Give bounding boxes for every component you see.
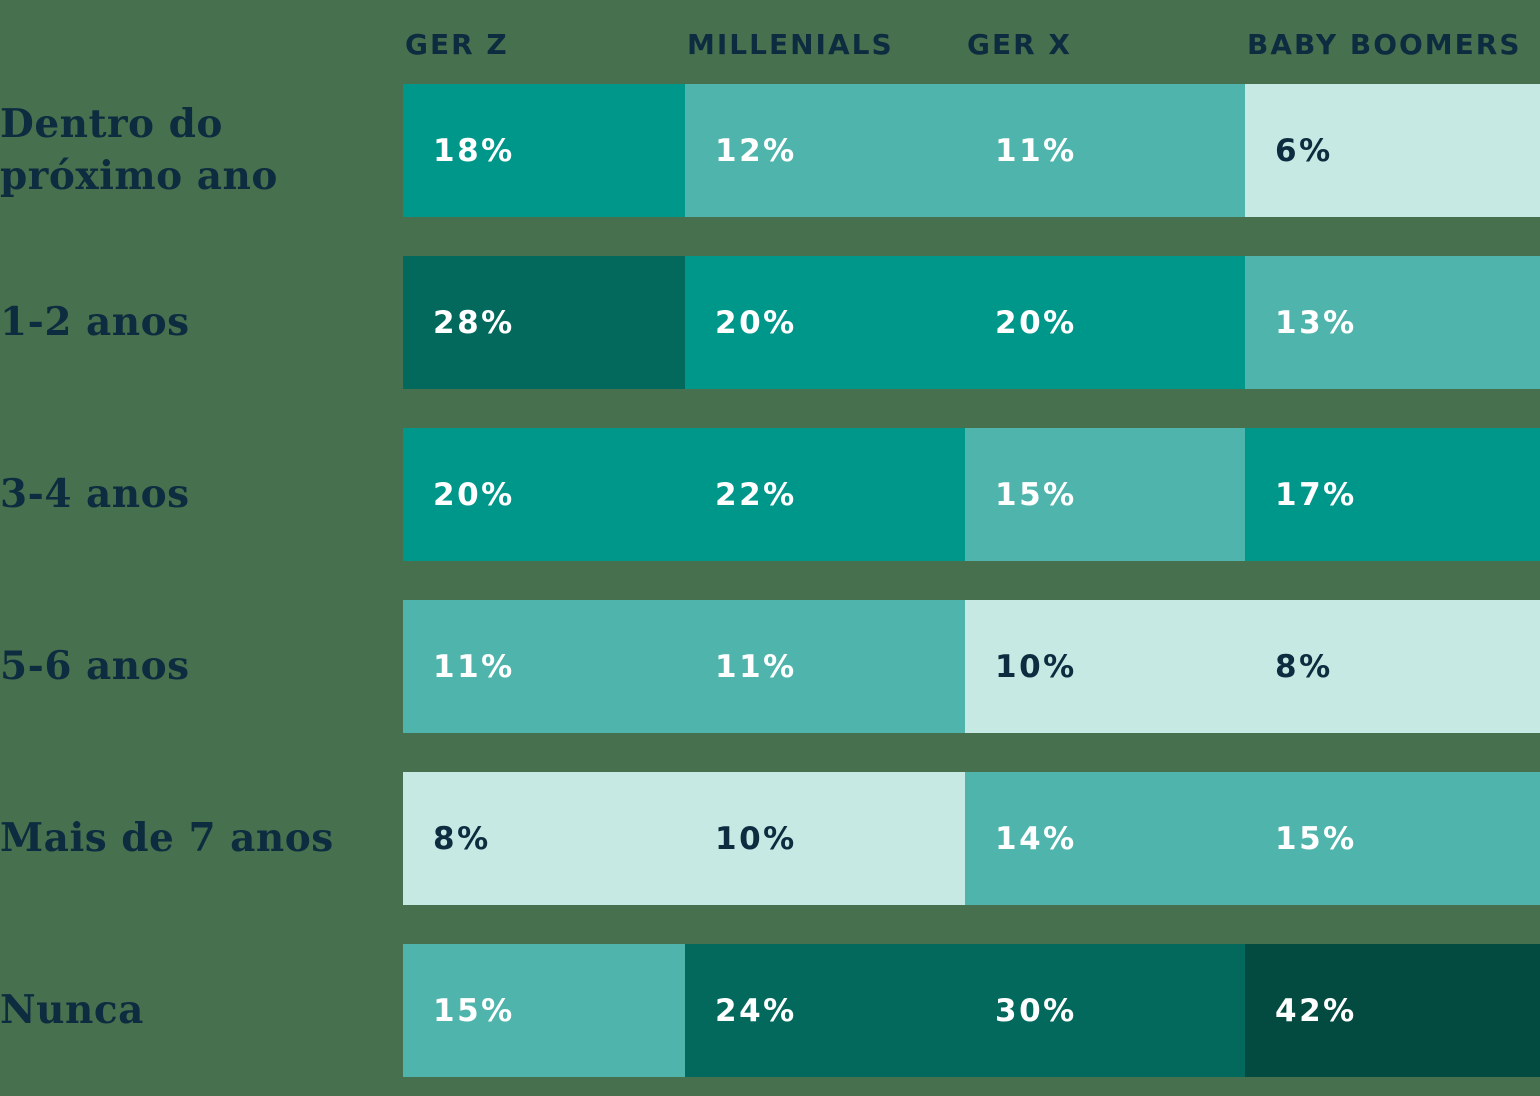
cell-value: 15%	[1275, 820, 1357, 857]
column-header-ger-z: GER Z	[405, 28, 509, 61]
column-header-baby-boomers: BABY BOOMERS	[1247, 28, 1522, 61]
header-spacer	[0, 0, 403, 84]
heatmap-cell: 10%	[685, 772, 965, 905]
cell-value: 11%	[433, 648, 515, 685]
cell-value: 14%	[995, 820, 1077, 857]
heatmap-cell: 20%	[685, 256, 965, 389]
row-label: 5-6 anos	[0, 642, 190, 689]
table-row-mais-de-7-anos: Mais de 7 anos 8% 10% 14% 15%	[0, 772, 1540, 905]
cell-value: 18%	[433, 132, 515, 169]
heatmap-cell: 24%	[685, 944, 965, 1077]
row-label: Dentro do próximo ano	[0, 101, 278, 199]
cell-value: 22%	[715, 476, 797, 513]
column-header-row: GER Z MILLENIALS GER X BABY BOOMERS	[0, 0, 1540, 84]
heatmap-cell: 13%	[1245, 256, 1540, 389]
row-label: Mais de 7 anos	[0, 814, 334, 861]
cell-value: 6%	[1275, 132, 1333, 169]
heatmap-cell: 14%	[965, 772, 1245, 905]
cell-value: 10%	[995, 648, 1077, 685]
cell-value: 11%	[715, 648, 797, 685]
row-label: 1-2 anos	[0, 298, 190, 345]
cell-value: 24%	[715, 992, 797, 1029]
heatmap-cell: 8%	[403, 772, 685, 905]
heatmap-cell: 6%	[1245, 84, 1540, 217]
table-row-5-6-anos: 5-6 anos 11% 11% 10% 8%	[0, 600, 1540, 733]
cell-value: 20%	[995, 304, 1077, 341]
heatmap-cell: 17%	[1245, 428, 1540, 561]
heatmap-cell: 11%	[403, 600, 685, 733]
cell-value: 20%	[433, 476, 515, 513]
heatmap-cell: 30%	[965, 944, 1245, 1077]
heatmap-cell: 12%	[685, 84, 965, 217]
heatmap-cell: 42%	[1245, 944, 1540, 1077]
cell-value: 42%	[1275, 992, 1357, 1029]
cell-value: 20%	[715, 304, 797, 341]
table-row-1-2-anos: 1-2 anos 28% 20% 20% 13%	[0, 256, 1540, 389]
heatmap-cell: 15%	[1245, 772, 1540, 905]
heatmap-cell: 15%	[403, 944, 685, 1077]
row-label: 3-4 anos	[0, 470, 190, 517]
column-header-millenials: MILLENIALS	[687, 28, 894, 61]
cell-value: 8%	[1275, 648, 1333, 685]
heatmap-cell: 28%	[403, 256, 685, 389]
cell-value: 11%	[995, 132, 1077, 169]
cell-value: 28%	[433, 304, 515, 341]
heatmap-cell: 15%	[965, 428, 1245, 561]
heatmap-cell: 10%	[965, 600, 1245, 733]
table-row-3-4-anos: 3-4 anos 20% 22% 15% 17%	[0, 428, 1540, 561]
cell-value: 13%	[1275, 304, 1357, 341]
heatmap-cell: 8%	[1245, 600, 1540, 733]
heatmap-cell: 18%	[403, 84, 685, 217]
table-row-nunca: Nunca 15% 24% 30% 42%	[0, 944, 1540, 1077]
heatmap-cell: 20%	[403, 428, 685, 561]
cell-value: 17%	[1275, 476, 1357, 513]
column-header-ger-x: GER X	[967, 28, 1073, 61]
row-label: Nunca	[0, 986, 144, 1033]
cell-value: 10%	[715, 820, 797, 857]
cell-value: 15%	[433, 992, 515, 1029]
cell-value: 15%	[995, 476, 1077, 513]
cell-value: 8%	[433, 820, 491, 857]
cell-value: 12%	[715, 132, 797, 169]
table-row-dentro-do-proximo-ano: Dentro do próximo ano 18% 12% 11% 6%	[0, 84, 1540, 217]
cell-value: 30%	[995, 992, 1077, 1029]
heatmap-cell: 11%	[685, 600, 965, 733]
heatmap-cell: 20%	[965, 256, 1245, 389]
heatmap-cell: 22%	[685, 428, 965, 561]
heatmap-cell: 11%	[965, 84, 1245, 217]
